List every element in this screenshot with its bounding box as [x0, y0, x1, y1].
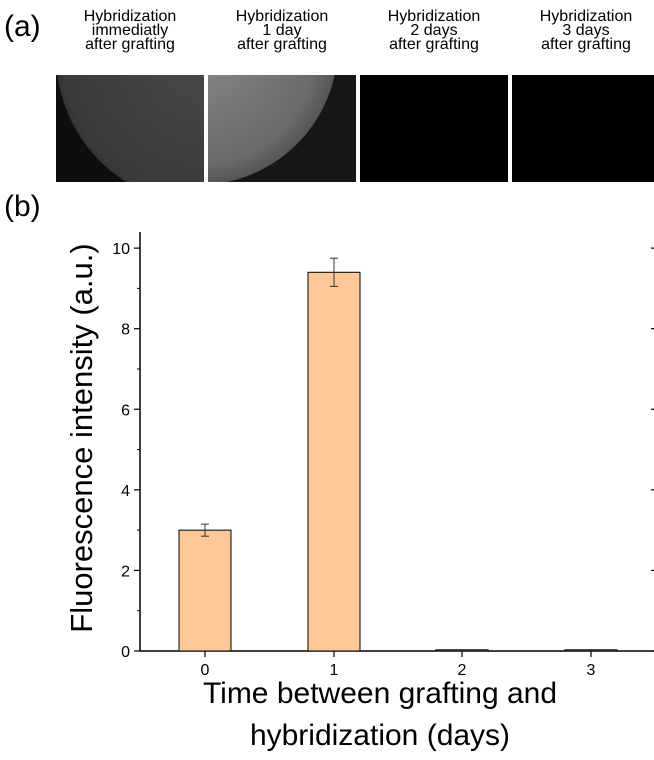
x-tick-label-0: 0	[201, 662, 210, 679]
y-tick-label-8: 8	[121, 322, 130, 339]
chart-bars	[178, 257, 618, 652]
y-tick-label-6: 6	[121, 402, 130, 419]
x-tick-label-2: 2	[458, 662, 467, 679]
y-tick-label-0: 0	[121, 644, 130, 661]
image-caption-3-days: Hybridization 3 days after grafting	[539, 8, 633, 53]
y-tick-label-2: 2	[121, 563, 130, 580]
x-axis-title: Time between grafting and hybridization (…	[203, 677, 557, 752]
x-axis-title-line-1: Time between grafting and	[203, 677, 557, 710]
panel-label-b: (b)	[4, 190, 41, 223]
image-caption-2-days: Hybridization 2 days after grafting	[387, 8, 481, 53]
fluorescence-image-3-days	[512, 75, 654, 182]
y-axis-title: Fluorescence intensity (a.u.)	[64, 243, 99, 632]
x-axis-title-line-2: hybridization (days)	[250, 719, 510, 752]
chart-ticks: 0 2 4 6 8 10 0 1 2 3	[112, 241, 654, 679]
fluorescence-image-immediately	[56, 75, 204, 182]
y-tick-label-10: 10	[112, 241, 130, 258]
y-tick-label-4: 4	[121, 483, 130, 500]
bar-0	[178, 529, 232, 652]
image-caption-1-day: Hybridization 1 day after grafting	[235, 8, 329, 53]
x-tick-label-3: 3	[587, 662, 596, 679]
fluorescence-image-2-days	[360, 75, 508, 182]
image-caption-immediately: Hybridization immediatly after grafting	[83, 8, 177, 53]
panel-label-a: (a)	[4, 10, 41, 43]
bar-3	[564, 649, 618, 652]
bar-1	[307, 271, 361, 652]
fluorescence-image-1-day	[208, 75, 356, 182]
x-tick-label-1: 1	[330, 662, 339, 679]
bar-2	[435, 649, 489, 652]
